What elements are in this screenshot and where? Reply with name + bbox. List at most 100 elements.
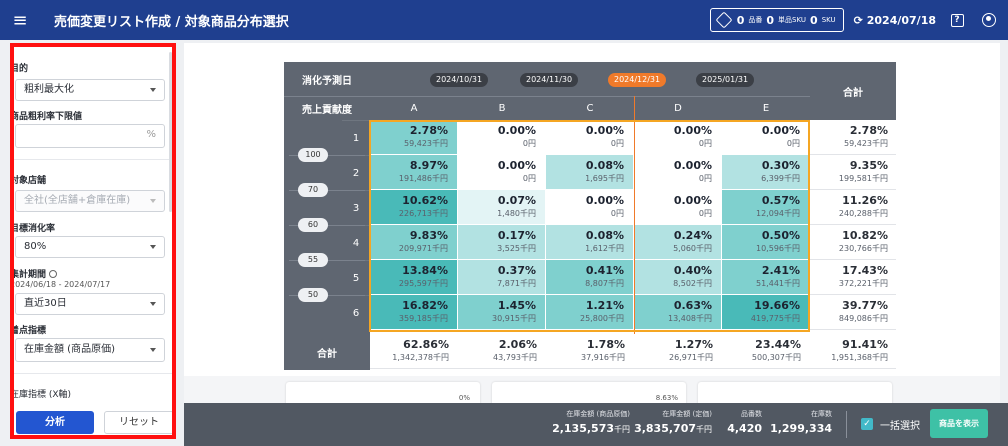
matrix-cell[interactable]: 0.37% 7,871千円 — [458, 260, 546, 295]
row-rank[interactable]: 2 — [342, 155, 370, 190]
matrix-cell[interactable]: 19.66% 419,775千円 — [722, 295, 810, 330]
date-marker[interactable]: 2024/10/31 — [430, 73, 489, 87]
row-rank[interactable]: 6 — [342, 295, 370, 330]
divider — [14, 159, 172, 160]
matrix-cell[interactable]: 0.17% 3,525千円 — [458, 225, 546, 260]
sku-summary-badge[interactable]: 0 品番 0 単品SKU 0 SKU — [709, 8, 844, 32]
row-boundary-marker[interactable]: 60 — [298, 218, 328, 232]
margin-input[interactable]: % — [15, 124, 165, 148]
row-rank[interactable]: 4 — [342, 225, 370, 260]
column-header[interactable]: D — [634, 96, 722, 120]
cell-amount: 59,423千円 — [404, 139, 448, 148]
row-boundary-marker[interactable]: 70 — [298, 183, 328, 197]
matrix-cell[interactable]: 0.40% 8,502千円 — [634, 260, 722, 295]
cell-amount: 0円 — [610, 209, 624, 218]
hamburger-menu-icon[interactable]: ≡ — [12, 9, 28, 31]
row-boundary-marker[interactable]: 100 — [298, 148, 328, 162]
select-all-checkbox[interactable]: ✓ — [861, 418, 873, 430]
matrix-cell[interactable]: 2.41% 51,441千円 — [722, 260, 810, 295]
matrix-cell[interactable]: 10.62% 226,713千円 — [370, 190, 458, 225]
select-all-label[interactable]: 一括選択 — [880, 421, 920, 432]
cell-amount: 0円 — [610, 139, 624, 148]
matrix-cell[interactable]: 13.84% 295,597千円 — [370, 260, 458, 295]
cell-percent: 0.17% — [497, 229, 536, 242]
reset-button[interactable]: リセット — [104, 411, 172, 434]
period-select[interactable]: 直近30日 — [15, 293, 165, 315]
matrix-cell[interactable]: 0.00% 0円 — [546, 120, 634, 155]
help-button[interactable]: ? — [946, 9, 968, 31]
cell-amount: 419,775千円 — [750, 314, 800, 323]
matrix-cell[interactable]: 0.41% 8,807千円 — [546, 260, 634, 295]
cell-percent: 0.00% — [497, 159, 536, 172]
matrix-cell[interactable]: 0.00% 0円 — [722, 120, 810, 155]
header-date[interactable]: ⟳ 2024/07/18 — [853, 13, 936, 27]
stock-axis-label: 在庫指標 (X軸) — [10, 390, 72, 400]
row-rank[interactable]: 5 — [342, 260, 370, 295]
cell-percent: 0.30% — [761, 159, 800, 172]
grand-total-cell: 91.41% 1,951,368千円 — [810, 334, 896, 369]
analyze-button[interactable]: 分析 — [16, 411, 94, 434]
help-icon: ? — [950, 13, 964, 27]
target-rate-select[interactable]: 80% — [15, 236, 165, 258]
date-marker[interactable]: 2024/12/31 — [608, 73, 667, 87]
matrix-cell[interactable]: 16.82% 359,185千円 — [370, 295, 458, 330]
column-header[interactable]: B — [458, 96, 546, 120]
purpose-select[interactable]: 粗利最大化 — [15, 79, 165, 101]
matrix-cell[interactable]: 1.45% 30,915千円 — [458, 295, 546, 330]
chevron-down-icon — [150, 302, 156, 306]
matrix-cell[interactable]: 1.21% 25,800千円 — [546, 295, 634, 330]
user-button[interactable] — [978, 9, 1000, 31]
matrix-cell[interactable]: 0.00% 0円 — [634, 190, 722, 225]
show-products-button[interactable]: 商品を表示 — [930, 409, 988, 438]
matrix-cell[interactable]: 8.97% 191,486千円 — [370, 155, 458, 190]
matrix-cell[interactable]: 0.00% 0円 — [634, 120, 722, 155]
total-header: 合計 — [810, 62, 896, 120]
column-header[interactable]: C — [546, 96, 634, 120]
cell-amount: 12,094千円 — [756, 209, 800, 218]
cell-percent: 0.00% — [761, 124, 800, 137]
matrix-cell[interactable]: 0.57% 12,094千円 — [722, 190, 810, 225]
matrix-cell[interactable]: 0.00% 0円 — [458, 155, 546, 190]
matrix-cell[interactable]: 0.30% 6,399千円 — [722, 155, 810, 190]
row-total-cell: 17.43% 372,221千円 — [810, 260, 896, 295]
matrix-cell[interactable]: 0.50% 10,596千円 — [722, 225, 810, 260]
divider — [14, 373, 172, 374]
matrix-cell[interactable]: 0.63% 13,408千円 — [634, 295, 722, 330]
cell-percent: 0.07% — [497, 194, 536, 207]
row-rank[interactable]: 3 — [342, 190, 370, 225]
matrix-cell[interactable]: 2.78% 59,423千円 — [370, 120, 458, 155]
date-marker[interactable]: 2024/11/30 — [520, 73, 579, 87]
sidebar-scrollbar[interactable] — [169, 52, 172, 212]
period-label: 集計期間 — [14, 267, 58, 280]
matrix-cell[interactable]: 0.07% 1,480千円 — [458, 190, 546, 225]
row-rank[interactable]: 1 — [342, 120, 370, 155]
total-row-header: 合計 — [284, 334, 370, 370]
row-boundary-marker[interactable]: 50 — [298, 288, 328, 302]
cell-percent: 2.41% — [761, 264, 800, 277]
cell-amount: 13,408千円 — [668, 314, 712, 323]
focus-select[interactable]: 在庫金額 (商品原価) — [15, 338, 165, 362]
store-select[interactable]: 全社(全店舗+倉庫在庫) — [15, 190, 165, 212]
cell-percent: 8.97% — [409, 159, 448, 172]
column-header[interactable]: A — [370, 96, 458, 120]
corner-header-top: 消化予測日 — [284, 62, 370, 96]
stock-cost-stat: 在庫金額 (商品原価) 2,135,573千円 — [552, 410, 630, 435]
cell-percent: 0.08% — [585, 159, 624, 172]
column-total-cell: 1.27% 26,971千円 — [634, 334, 722, 369]
purpose-label: 目的 — [10, 64, 29, 74]
matrix-cell[interactable]: 0.08% 1,612千円 — [546, 225, 634, 260]
matrix-cell[interactable]: 0.00% 0円 — [634, 155, 722, 190]
chevron-down-icon — [150, 199, 156, 203]
matrix-cell[interactable]: 9.83% 209,971千円 — [370, 225, 458, 260]
matrix-cell[interactable]: 0.08% 1,695千円 — [546, 155, 634, 190]
matrix-cell[interactable]: 0.00% 0円 — [458, 120, 546, 155]
date-marker[interactable]: 2025/01/31 — [696, 73, 755, 87]
cell-percent: 0.00% — [585, 194, 624, 207]
column-header[interactable]: E — [722, 96, 810, 120]
store-label: 対象店舗 — [10, 176, 47, 186]
matrix-cell[interactable]: 0.24% 5,060千円 — [634, 225, 722, 260]
matrix-cell[interactable]: 0.00% 0円 — [546, 190, 634, 225]
cell-percent: 0.63% — [673, 299, 712, 312]
row-boundary-marker[interactable]: 55 — [298, 253, 328, 267]
cell-percent: 19.66% — [754, 299, 800, 312]
